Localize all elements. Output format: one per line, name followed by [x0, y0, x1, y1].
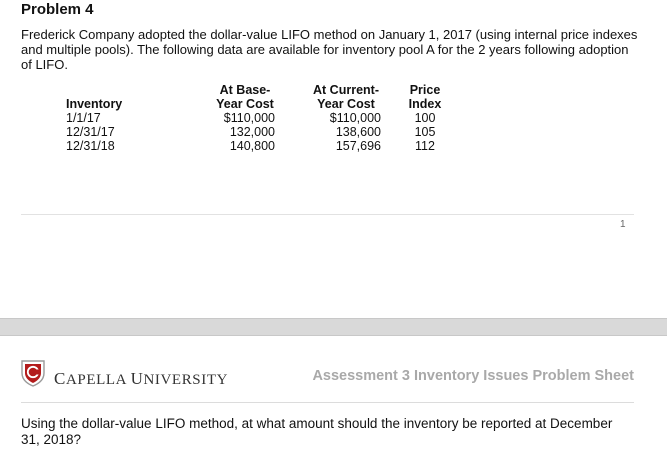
brand-second-rest: NIVERSITY: [143, 372, 229, 388]
problem-paragraph: Frederick Company adopted the dollar-val…: [21, 27, 638, 72]
index-header-line2: Index: [408, 97, 442, 111]
row-base-cost: $110,000: [223, 111, 275, 125]
problem-title: Problem 4: [21, 1, 94, 18]
row-current-cost: 138,600: [335, 125, 381, 139]
brand-first-cap: C: [54, 369, 66, 388]
row-price-index: 105: [414, 125, 436, 139]
row-base-cost: 132,000: [229, 125, 275, 139]
page-number: 1: [620, 219, 626, 230]
brand-first-rest: APELLA: [65, 372, 131, 388]
current-header-line2: Year Cost: [317, 97, 375, 111]
inventory-column: Inventory 1/1/17 12/31/17 12/31/18: [66, 97, 122, 153]
base-header-line2: Year Cost: [216, 97, 274, 111]
row-price-index: 112: [415, 139, 435, 153]
university-brand: CAPELLA UNIVERSITY: [54, 369, 228, 389]
row-base-cost: 140,800: [229, 139, 275, 153]
footer-divider: [21, 402, 634, 403]
index-header-line1: Price: [409, 83, 441, 97]
brand-second-cap: U: [130, 369, 144, 388]
row-current-cost: 157,696: [335, 139, 381, 153]
current-year-cost-column: At Current- Year Cost $110,000 138,600 1…: [303, 83, 389, 153]
row-current-cost: $110,000: [329, 111, 381, 125]
price-index-column: Price Index 100 105 112: [403, 83, 447, 153]
section-divider: [21, 214, 634, 215]
row-price-index: 100: [414, 111, 436, 125]
row-date: 12/31/17: [66, 125, 115, 139]
capella-shield-icon: [21, 360, 45, 387]
base-year-cost-column: At Base- Year Cost $110,000 132,000 140,…: [207, 83, 283, 153]
page-break-band: [0, 318, 667, 336]
row-date: 12/31/18: [66, 139, 115, 153]
base-header-line1: At Base-: [219, 83, 271, 97]
inventory-header: Inventory: [66, 97, 123, 111]
sheet-title: Assessment 3 Inventory Issues Problem Sh…: [312, 368, 634, 384]
current-header-line1: At Current-: [313, 83, 379, 97]
question-text: Using the dollar-value LIFO method, at w…: [21, 416, 613, 447]
row-date: 1/1/17: [66, 111, 101, 125]
